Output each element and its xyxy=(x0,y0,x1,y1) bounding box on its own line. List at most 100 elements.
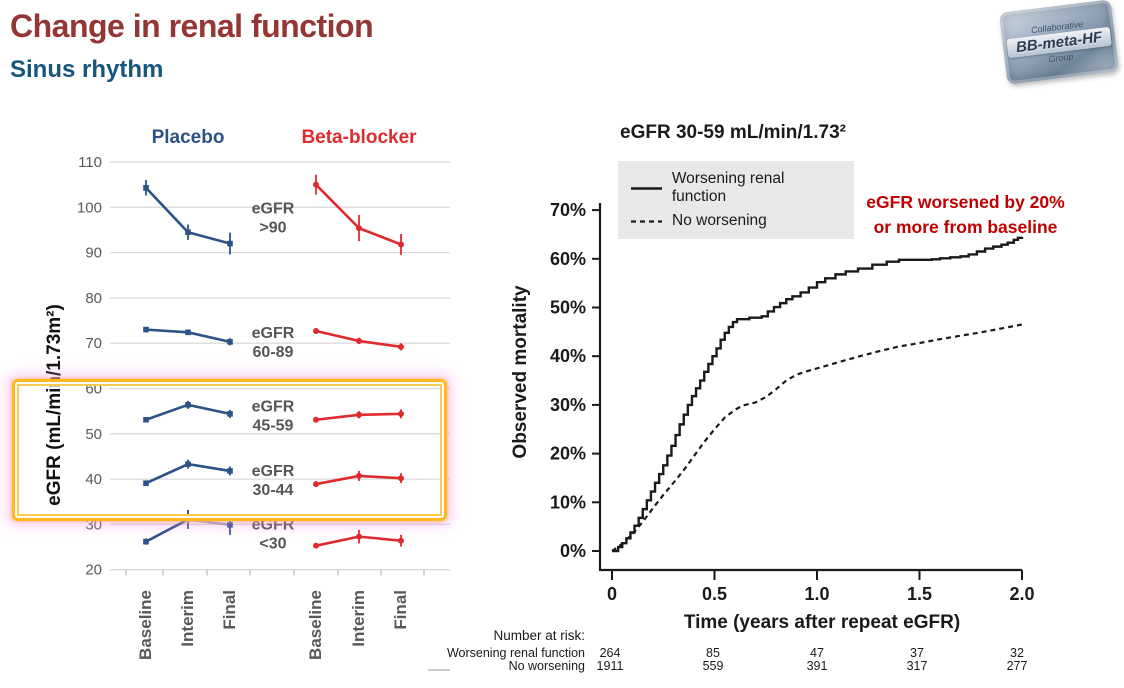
y-tick-label: 20 xyxy=(85,562,102,579)
series-marker xyxy=(356,225,362,232)
y-tick-label: 30% xyxy=(550,395,586,415)
legend-line-dashed-icon xyxy=(631,219,662,223)
nar-value: 391 xyxy=(806,658,828,673)
km-solid-curve xyxy=(612,236,1024,553)
page-subtitle: Sinus rhythm xyxy=(10,56,164,83)
km-annotation: eGFR worsened by 20% or more from baseli… xyxy=(866,192,1065,237)
series-marker xyxy=(313,542,319,549)
divider-line xyxy=(428,669,450,671)
group-range-label: 45-59 xyxy=(253,417,294,434)
nar-value: 1911 xyxy=(596,658,624,673)
group-range-label: >90 xyxy=(259,219,286,236)
nar-value: 37 xyxy=(910,646,924,660)
series-marker xyxy=(398,537,404,544)
y-tick-label: 50% xyxy=(550,298,586,318)
series-marker xyxy=(185,461,191,467)
category-label: Baseline xyxy=(306,590,325,660)
series-marker xyxy=(227,411,233,417)
series-marker xyxy=(143,185,149,191)
series-marker xyxy=(398,410,404,417)
x-tick-label: 1.0 xyxy=(804,584,829,604)
series-marker xyxy=(143,538,149,545)
series-marker xyxy=(227,468,233,474)
group-label: eGFR xyxy=(252,200,295,217)
group-range-label: 30-44 xyxy=(253,482,294,499)
series-marker xyxy=(356,411,362,418)
km-chart-title: eGFR 30-59 mL/min/1.73² xyxy=(620,122,846,143)
y-tick-label: 20% xyxy=(550,444,586,464)
group-range-label: 60-89 xyxy=(253,344,294,361)
nar-value: 47 xyxy=(810,646,824,660)
nar-value: 317 xyxy=(906,658,928,673)
logo-text-bottom: Group xyxy=(1047,50,1074,64)
series-line xyxy=(145,518,189,543)
y-tick-label: 40 xyxy=(85,471,102,488)
group-range-label: <30 xyxy=(259,536,286,553)
nar-value: 264 xyxy=(599,646,621,660)
nar-value: 85 xyxy=(706,646,720,660)
legend-label-worsening: Worsening renal function xyxy=(671,170,785,205)
series-marker xyxy=(313,416,319,423)
series-marker xyxy=(185,402,191,408)
y-tick-label: 10% xyxy=(550,492,586,512)
series-marker xyxy=(227,339,233,345)
series-marker xyxy=(227,240,233,247)
km-yaxis-label: Observed mortality xyxy=(510,285,531,459)
series-marker xyxy=(185,229,191,236)
x-tick-label: 0.5 xyxy=(702,584,727,604)
panel-label-placebo: Placebo xyxy=(152,127,225,148)
series-marker xyxy=(398,475,404,482)
series-marker xyxy=(398,343,404,350)
y-tick-label: 90 xyxy=(85,245,102,262)
nar-value: 32 xyxy=(1010,646,1024,660)
series-marker xyxy=(313,181,319,188)
series-marker xyxy=(185,516,191,523)
panel-label-beta-blocker: Beta-blocker xyxy=(301,127,417,148)
egfr-change-chart: 110 100 90 80 70 60 50 40 30 20 Placebo Beta-blocke… xyxy=(44,127,450,660)
series-marker xyxy=(356,533,362,540)
series-marker xyxy=(227,522,233,528)
y-tick-label: 30 xyxy=(85,516,102,533)
category-label: Final xyxy=(391,590,410,630)
group-label: eGFR xyxy=(252,398,295,415)
series-marker xyxy=(313,481,319,488)
legend-item-no-worsening: No worsening xyxy=(630,212,842,230)
group-label: eGFR xyxy=(252,463,295,480)
km-dashed-curve xyxy=(611,323,1023,552)
nar-row-label: Worsening renal function xyxy=(446,646,585,660)
nar-row-label: No worsening xyxy=(508,658,585,673)
y-tick-label: 70% xyxy=(550,200,586,220)
legend-item-worsening: Worsening renal function xyxy=(630,170,842,206)
x-tick-label: 1.5 xyxy=(907,584,932,604)
category-label: Final xyxy=(220,590,239,630)
category-label: Interim xyxy=(178,590,197,647)
legend-label-no-worsening: No worsening xyxy=(672,212,767,229)
series-marker xyxy=(185,329,191,336)
bb-meta-hf-logo: Collaborative BB-meta-HF Group xyxy=(999,0,1119,85)
nar-value: 559 xyxy=(702,658,724,673)
series-marker xyxy=(313,327,319,334)
series-marker xyxy=(143,326,149,333)
x-tick-label: 2.0 xyxy=(1009,584,1034,604)
x-tick-label: 0 xyxy=(607,584,617,604)
y-axis-label: eGFR (mL/min/1.73m²) xyxy=(44,304,65,506)
y-tick-label: 60 xyxy=(85,381,102,398)
y-tick-label: 80 xyxy=(85,290,102,307)
nar-value: 277 xyxy=(1006,658,1028,673)
series-marker xyxy=(143,480,149,486)
y-tick-label: 40% xyxy=(550,346,586,366)
y-tick-label: 60% xyxy=(550,249,586,269)
legend-line-solid-icon xyxy=(631,186,662,190)
y-tick-label: 50 xyxy=(85,426,102,443)
series-marker xyxy=(356,337,362,344)
series-marker xyxy=(143,416,149,423)
group-label: eGFR xyxy=(252,517,295,534)
series-marker xyxy=(398,241,404,248)
category-label: Baseline xyxy=(136,590,155,660)
y-tick-label: 110 xyxy=(78,154,102,171)
km-legend: Worsening renal function No worsening xyxy=(618,161,854,239)
y-tick-label: 100 xyxy=(77,199,102,216)
series-marker xyxy=(356,472,362,479)
y-tick-label: 70 xyxy=(85,335,102,352)
